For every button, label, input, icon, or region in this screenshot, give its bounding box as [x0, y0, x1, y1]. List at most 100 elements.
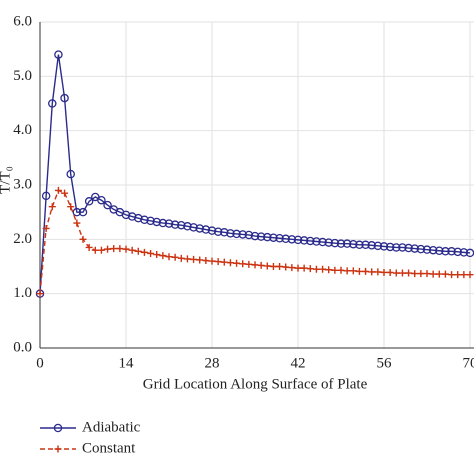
data-point — [97, 195, 106, 205]
y-tick-label: 1.0 — [13, 285, 32, 301]
y-tick-label: 3.0 — [13, 176, 32, 192]
data-point — [385, 242, 395, 252]
data-point — [104, 245, 112, 253]
data-point — [362, 267, 370, 275]
data-point — [423, 270, 431, 278]
data-point — [276, 263, 284, 270]
data-point — [349, 267, 357, 275]
data-point — [448, 271, 456, 279]
data-point — [269, 263, 277, 270]
data-point — [325, 266, 333, 274]
legend-label: Adiabatic — [82, 419, 141, 435]
data-point — [368, 268, 376, 276]
data-point — [48, 203, 56, 211]
data-point — [460, 271, 468, 279]
series-line — [39, 54, 471, 294]
data-point — [140, 248, 148, 256]
data-point — [164, 219, 174, 228]
data-point — [466, 271, 474, 279]
data-point — [306, 236, 315, 246]
data-point — [79, 235, 87, 243]
data-point — [183, 255, 191, 263]
data-point — [158, 218, 168, 228]
y-tick-label: 4.0 — [13, 122, 32, 138]
data-point — [220, 258, 228, 266]
data-point — [238, 230, 247, 239]
data-point — [349, 239, 358, 249]
data-point — [373, 241, 383, 251]
data-point — [330, 238, 340, 248]
data-point — [251, 261, 259, 269]
data-point — [459, 248, 469, 257]
data-point — [233, 259, 241, 267]
data-point — [67, 203, 75, 211]
data-point — [263, 232, 272, 242]
data-point — [441, 270, 449, 278]
data-point — [288, 264, 296, 272]
data-point — [245, 260, 253, 268]
data-point — [239, 260, 247, 268]
data-point — [220, 228, 229, 237]
x-tick-label: 70 — [463, 355, 474, 371]
data-point — [343, 267, 351, 275]
data-point — [447, 247, 456, 256]
data-point — [116, 245, 124, 253]
data-point — [405, 269, 413, 277]
x-axis-label: Grid Location Along Surface of Plate — [143, 376, 368, 392]
data-point — [416, 244, 426, 254]
data-point — [97, 246, 105, 254]
data-point — [336, 239, 346, 248]
data-point — [195, 224, 204, 233]
data-point — [355, 240, 364, 250]
legend-label: Constant — [82, 440, 136, 456]
legend-marker — [53, 423, 63, 433]
data-point — [213, 227, 223, 236]
y-tick-label: 2.0 — [13, 231, 32, 247]
data-point — [257, 261, 265, 269]
data-point — [275, 233, 284, 243]
data-point — [103, 200, 112, 210]
x-tick-label: 56 — [377, 355, 393, 371]
data-point — [190, 255, 198, 263]
data-point — [91, 246, 99, 254]
data-point — [85, 243, 93, 251]
data-point — [410, 244, 419, 253]
data-point — [140, 215, 149, 225]
data-point — [147, 249, 155, 257]
data-point — [73, 219, 81, 227]
data-point — [54, 186, 62, 194]
data-point — [226, 229, 235, 238]
data-point — [319, 265, 327, 273]
data-point — [226, 259, 234, 267]
data-point — [153, 251, 161, 259]
data-point — [214, 258, 222, 266]
data-point — [392, 243, 401, 252]
data-point — [171, 253, 179, 261]
data-point — [282, 263, 290, 271]
data-point — [122, 245, 130, 253]
data-point — [417, 270, 425, 278]
data-point — [232, 229, 241, 239]
y-tick-label: 0.0 — [13, 339, 32, 355]
data-point — [256, 232, 266, 241]
data-point — [134, 213, 143, 223]
data-point — [177, 220, 186, 230]
data-point — [435, 246, 444, 255]
data-point — [250, 231, 260, 241]
data-point — [244, 230, 254, 240]
data-point — [380, 268, 388, 276]
data-point — [159, 252, 167, 260]
data-point — [435, 270, 443, 278]
data-point — [441, 247, 450, 256]
data-point — [428, 245, 438, 255]
data-point — [293, 235, 303, 245]
data-point — [208, 257, 216, 265]
data-point — [306, 265, 314, 273]
data-point — [299, 236, 309, 245]
data-point — [379, 242, 389, 251]
data-point — [78, 207, 88, 217]
data-point — [201, 225, 211, 234]
data-point — [392, 269, 400, 277]
y-axis-label: T/T₀ — [0, 166, 13, 194]
